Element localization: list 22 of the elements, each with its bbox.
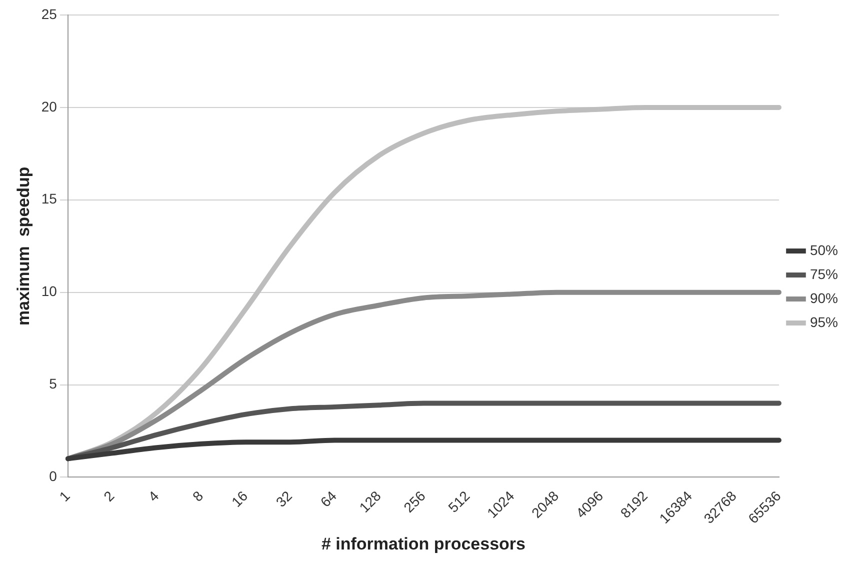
y-tick-label: 10 bbox=[41, 283, 58, 300]
y-tick-label: 5 bbox=[49, 376, 58, 392]
x-tick-label: 2 bbox=[100, 488, 118, 504]
y-tick-label: 15 bbox=[41, 190, 58, 207]
y-axis-title: maximum speedup bbox=[14, 166, 33, 326]
legend-label: 95% bbox=[810, 314, 838, 330]
x-tick-label: 1 bbox=[56, 488, 73, 504]
y-tick-label: 0 bbox=[49, 468, 58, 484]
x-tick-label: 32 bbox=[272, 488, 296, 510]
x-tick-label: 128 bbox=[356, 488, 384, 516]
y-tick-label: 20 bbox=[41, 98, 58, 114]
x-axis-title: # information processors bbox=[321, 534, 526, 554]
x-tick-label: 512 bbox=[444, 488, 473, 516]
x-tick-label: 256 bbox=[400, 488, 428, 516]
legend-label: 75% bbox=[810, 266, 838, 282]
legend-label: 50% bbox=[810, 242, 838, 258]
y-tick-label: 25 bbox=[41, 6, 58, 22]
x-tick-label: 8 bbox=[189, 488, 206, 504]
x-tick-label: 16 bbox=[228, 488, 251, 510]
x-tick-label: 4 bbox=[144, 488, 162, 504]
legend-label: 90% bbox=[810, 290, 838, 306]
x-tick-label: 64 bbox=[317, 488, 340, 510]
